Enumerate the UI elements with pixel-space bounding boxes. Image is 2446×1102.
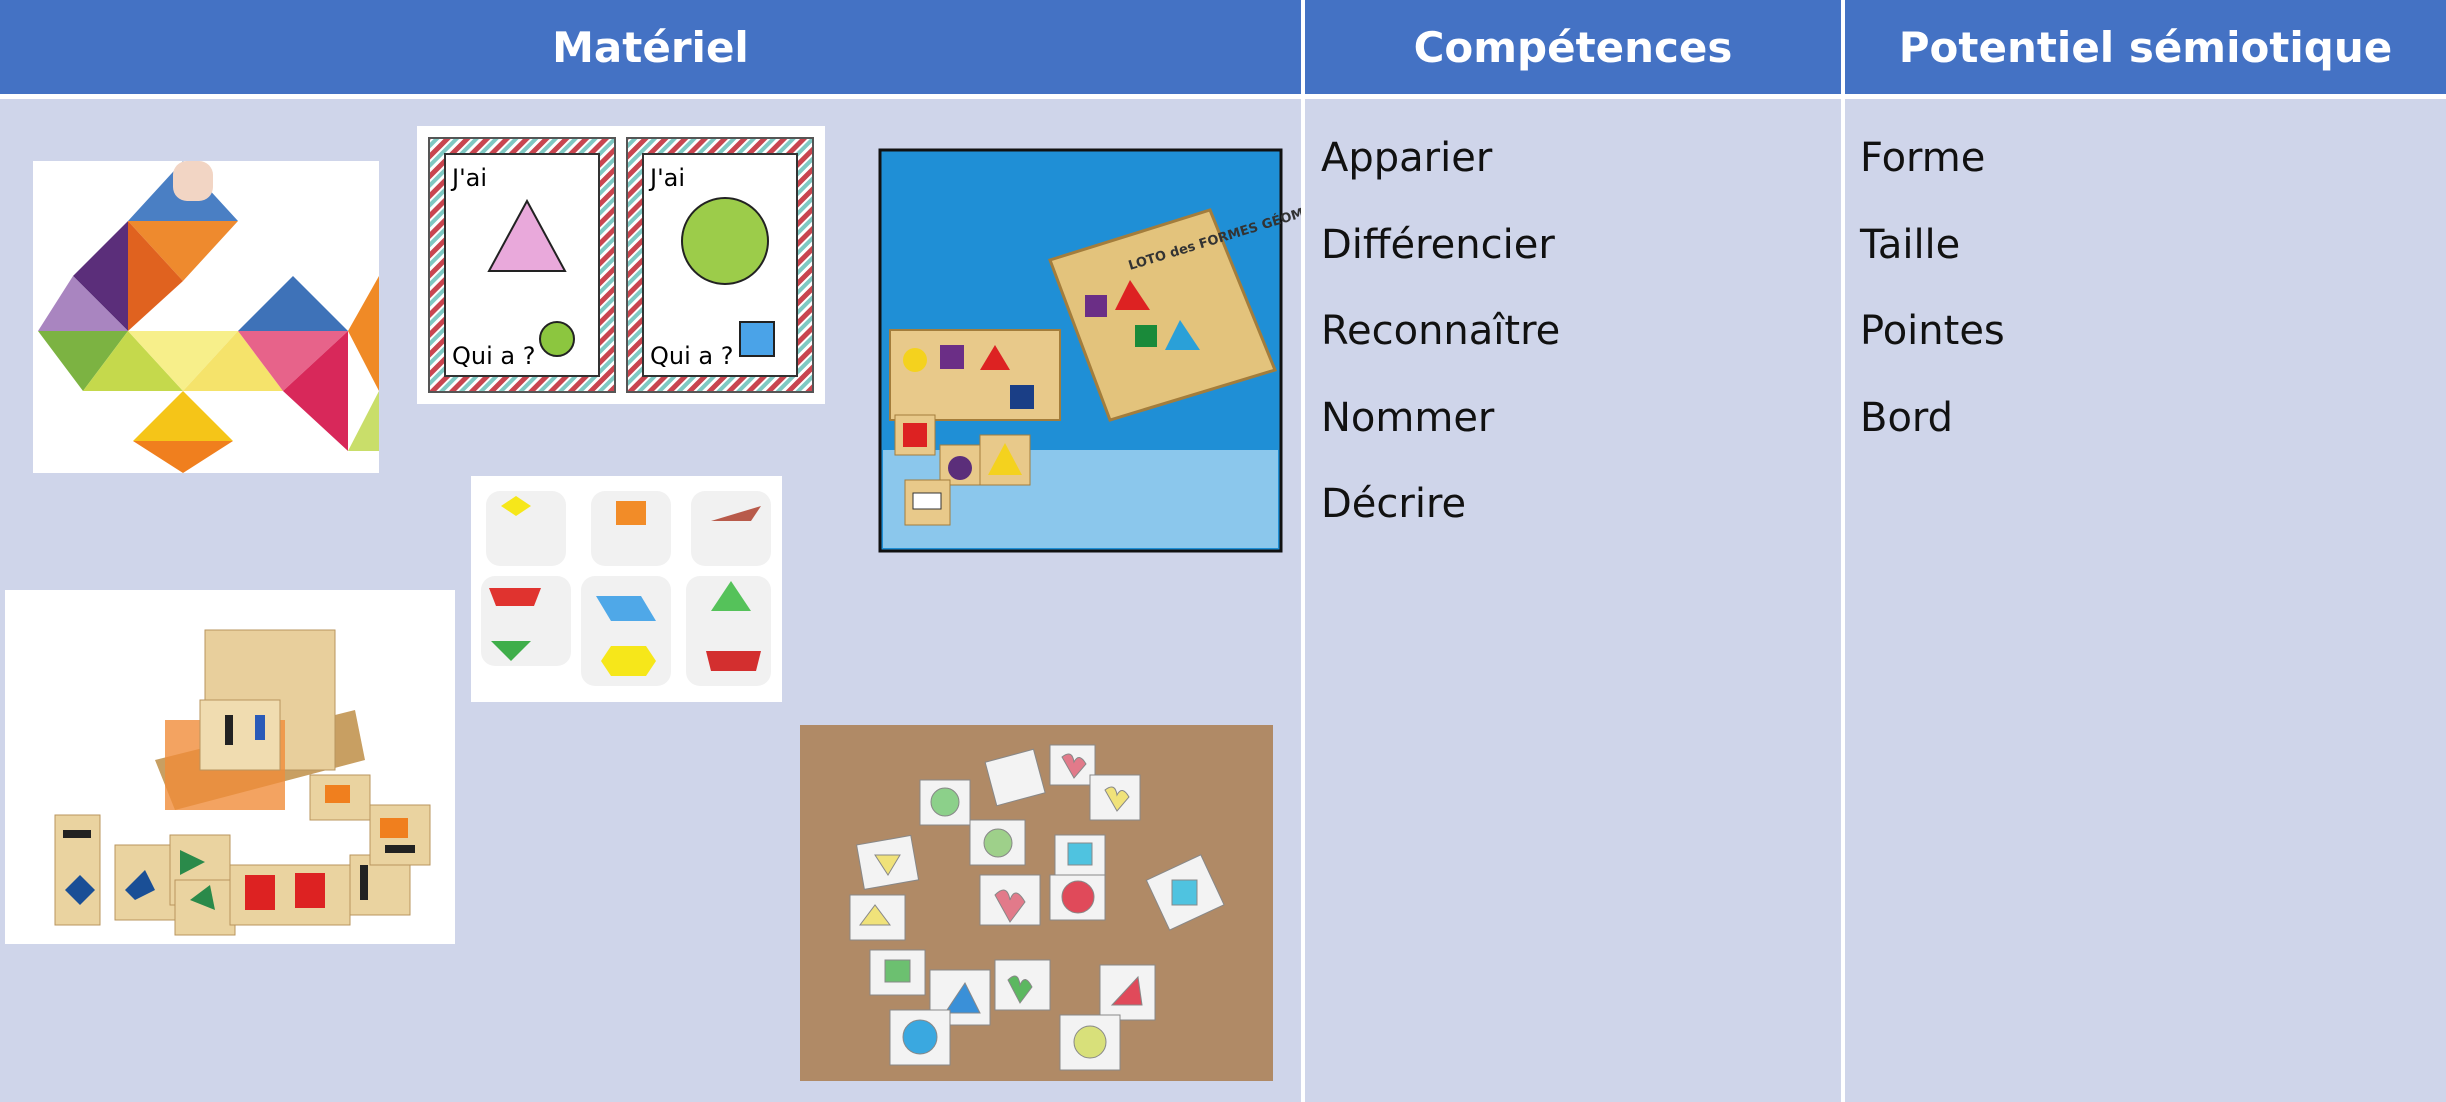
- list-item: Nommer: [1321, 394, 1495, 441]
- list-item: Forme: [1860, 135, 1986, 181]
- cards-image: J'ai Qui a ? J'ai Qui a ?: [417, 126, 825, 404]
- card-text: Qui a ?: [452, 342, 535, 370]
- potentiel-list: Forme Taille Pointes Bord: [1860, 130, 2005, 476]
- list-item: Différencier: [1321, 221, 1555, 268]
- competences-list: Apparier Différencier Reconnaître Nommer Déc…: [1321, 130, 1560, 563]
- list-item: Bord: [1860, 394, 1954, 441]
- card-text: J'ai: [648, 164, 685, 192]
- header-cell: Potentiel sémiotique: [1845, 0, 2446, 94]
- list-item: Apparier: [1321, 135, 1493, 181]
- list-item: Reconnaître: [1321, 308, 1561, 354]
- competences-cell: [1305, 99, 1841, 1102]
- dominoes-image: [5, 590, 455, 944]
- header-text: Potentiel sémiotique: [1898, 22, 2393, 72]
- header-text: Matériel: [552, 22, 749, 72]
- list-item: Taille: [1860, 221, 1961, 268]
- header-cell: Matériel: [0, 0, 1301, 94]
- cards-table-image: [800, 725, 1273, 1081]
- list-item: Décrire: [1321, 481, 1467, 527]
- header-text: Compétences: [1413, 22, 1733, 72]
- card-text: J'ai: [450, 164, 487, 192]
- dice-image: [471, 476, 782, 702]
- materials-images: J'ai Qui a ? J'ai Qui a ? LOTO des FORME…: [5, 126, 1301, 1081]
- list-item: Pointes: [1860, 308, 2005, 354]
- potentiel-cell: [1845, 99, 2446, 1102]
- card-text: Qui a ?: [650, 342, 733, 370]
- triangle-puzzle-image: [33, 161, 379, 473]
- loto-image: LOTO des FORMES GÉOMÉTRIQUES: [878, 148, 1301, 553]
- header-cell: Compétences: [1305, 0, 1841, 94]
